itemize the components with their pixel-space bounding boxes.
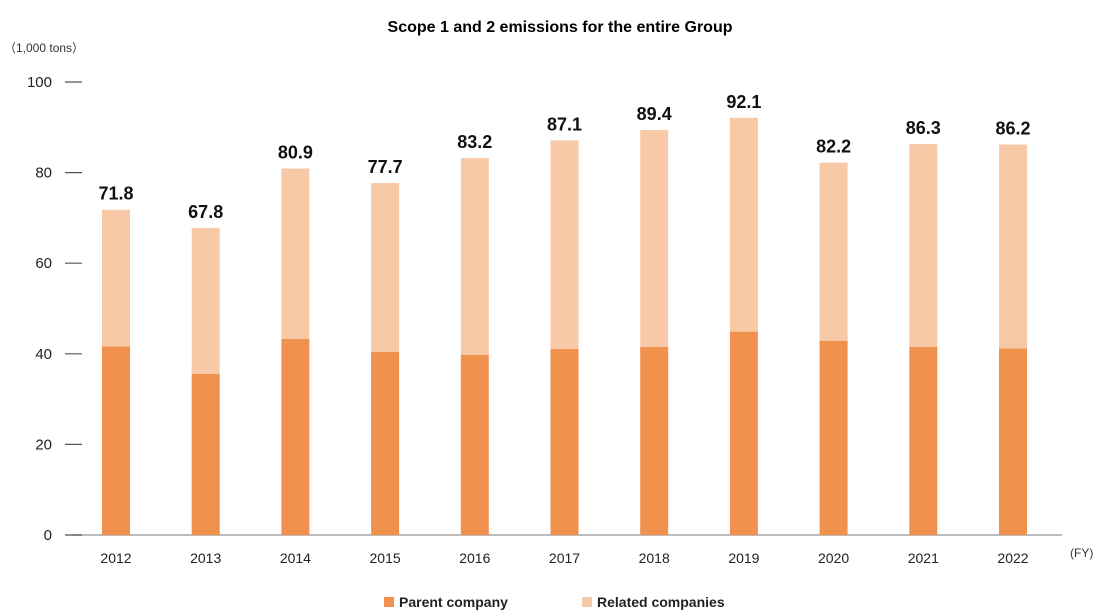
x-tick-label: 2015 [370, 550, 401, 566]
x-tick-label: 2013 [190, 550, 221, 566]
total-data-label: 86.2 [995, 119, 1030, 139]
bar-segment-related-companies [191, 227, 220, 374]
axes: 0 20 40 60 80 100 2012 2013 2014 2015 2016 2017 2018… [27, 74, 1062, 566]
bar-segment-parent-company [102, 346, 130, 535]
bar-segment-parent-company [999, 348, 1027, 535]
bar-segment-parent-company [819, 340, 848, 535]
total-data-label: 67.8 [188, 202, 223, 222]
bar-segment-related-companies [909, 144, 938, 348]
x-tick-label: 2014 [280, 550, 311, 566]
bar-segment-parent-company [281, 338, 310, 535]
x-tick-label: 2018 [639, 550, 670, 566]
bar-segment-parent-company [371, 351, 400, 535]
bar-segment-related-companies [102, 209, 130, 347]
bar-segment-related-companies [999, 144, 1027, 349]
legend-swatch [582, 597, 592, 607]
bar-segment-related-companies [550, 140, 579, 349]
x-axis-unit-label: (FY) [1070, 546, 1093, 560]
legend: Parent company Related companies [384, 594, 725, 610]
bar-segment-related-companies [729, 117, 758, 332]
total-data-label: 86.3 [906, 118, 941, 138]
total-data-label: 87.1 [547, 114, 582, 134]
x-tick-label: 2016 [459, 550, 490, 566]
x-tick-label: 2021 [908, 550, 939, 566]
bar-segment-related-companies [819, 162, 848, 341]
bar-segment-related-companies [640, 130, 669, 348]
bar-segment-parent-company [191, 373, 220, 535]
bar-segment-parent-company [550, 348, 579, 535]
total-data-label: 82.2 [816, 137, 851, 157]
y-tick-label: 100 [27, 74, 52, 91]
legend-label: Parent company [399, 594, 508, 610]
legend-label: Related companies [597, 594, 725, 610]
bar-segment-related-companies [281, 168, 310, 339]
x-tick-label: 2020 [818, 550, 849, 566]
total-data-label: 77.7 [368, 157, 403, 177]
x-tick-label: 2012 [100, 550, 131, 566]
y-tick-label: 20 [35, 436, 52, 453]
x-tick-label: 2019 [728, 550, 759, 566]
y-tick-label: 80 [35, 165, 52, 182]
y-axis-unit-label: （1,000 tons） [4, 41, 84, 55]
total-data-label: 92.1 [726, 92, 761, 112]
total-data-label: 89.4 [637, 104, 672, 124]
legend-swatch [384, 597, 394, 607]
y-tick-label: 60 [35, 255, 52, 272]
bar-segment-parent-company [640, 347, 669, 535]
y-tick-label: 0 [44, 527, 52, 544]
bar-segment-parent-company [729, 331, 758, 535]
x-tick-label: 2017 [549, 550, 580, 566]
bar-segment-related-companies [460, 158, 489, 355]
bar-segment-parent-company [460, 354, 489, 535]
bar-segment-related-companies [371, 183, 400, 352]
y-tick-label: 40 [35, 346, 52, 363]
total-data-label: 83.2 [457, 132, 492, 152]
x-tick-label: 2022 [997, 550, 1028, 566]
bars [102, 117, 1027, 535]
total-data-label: 71.8 [98, 184, 133, 204]
total-data-label: 80.9 [278, 143, 313, 163]
data-labels: 71.8 67.8 80.9 77.7 83.2 87.1 89.4 92.1 82.2 86.3… [98, 92, 1030, 222]
chart-title: Scope 1 and 2 emissions for the entire G… [388, 19, 733, 36]
bar-segment-parent-company [909, 347, 938, 535]
